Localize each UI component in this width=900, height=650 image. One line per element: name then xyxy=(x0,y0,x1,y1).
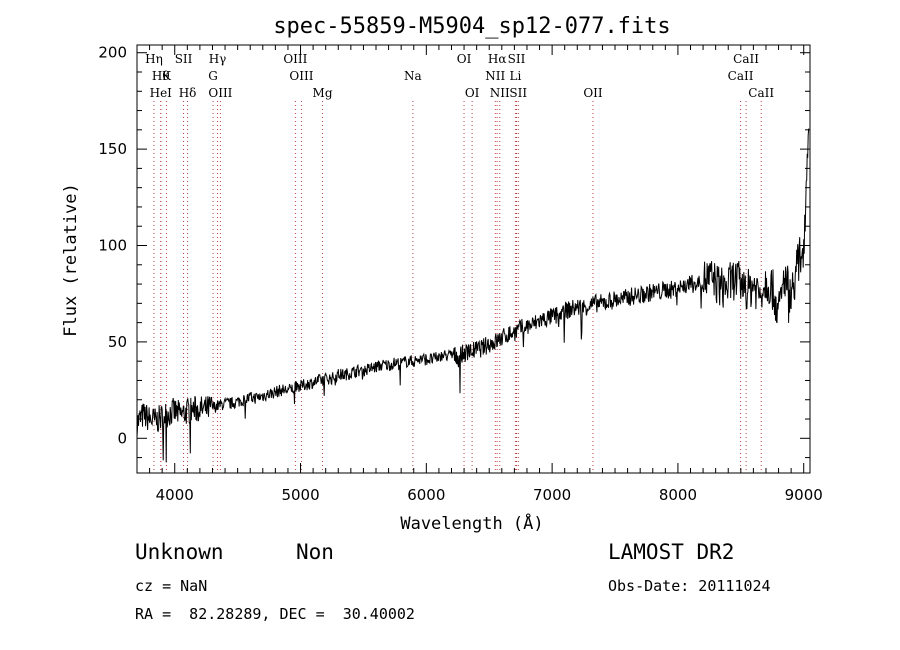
line-label-4: SII xyxy=(175,52,193,66)
x-tick-label: 6000 xyxy=(407,486,445,504)
x-axis-label: Wavelength (Å) xyxy=(400,512,543,534)
line-label-23: CaII xyxy=(728,69,754,83)
y-tick-label: 50 xyxy=(108,333,127,351)
line-label-8: OIII xyxy=(208,86,232,100)
line-label-3: HeI xyxy=(150,86,173,100)
x-tick-label: 8000 xyxy=(659,486,697,504)
plot-frame xyxy=(136,44,811,474)
line-label-6: Hγ xyxy=(209,52,227,66)
line-label-10: OIII xyxy=(289,69,313,83)
axis-ticks: 4000 5000 6000 7000 8000 9000 0 50 100 150 200 xyxy=(98,44,822,504)
line-label-5: Hδ xyxy=(179,86,197,100)
line-label-9: OIII xyxy=(283,52,307,66)
line-label-0: Hη xyxy=(145,52,163,66)
line-label-12: Na xyxy=(404,69,422,83)
line-label-15: Hα xyxy=(488,52,507,66)
line-label-17: NII xyxy=(490,86,510,100)
line-label-21: OII xyxy=(583,86,603,100)
coordinates-text: RA = 82.28289, DEC = 30.40002 xyxy=(135,605,415,623)
line-label-16: NII xyxy=(485,69,505,83)
survey-label: LAMOST DR2 xyxy=(608,540,735,564)
x-tick-label: 5000 xyxy=(281,486,319,504)
x-tick-label: 4000 xyxy=(156,486,194,504)
line-label-1: Hθ xyxy=(152,69,170,83)
x-tick-label: 7000 xyxy=(533,486,571,504)
y-axis-label: Flux (relative) xyxy=(61,183,81,337)
line-label-19: Li xyxy=(509,69,521,83)
line-label-13: OI xyxy=(457,52,472,66)
subclass-label: Non xyxy=(296,540,334,564)
x-tick-label: 9000 xyxy=(785,486,823,504)
line-label-18: SII xyxy=(508,52,526,66)
obs-date-text: Obs-Date: 20111024 xyxy=(608,577,771,595)
y-tick-label: 0 xyxy=(117,429,127,447)
spectrum-line xyxy=(136,128,810,463)
class-label: Unknown xyxy=(135,540,224,564)
y-tick-label: 200 xyxy=(98,44,127,62)
line-label-2: K xyxy=(162,69,172,83)
line-labels: HηHθKHeISIIHδHγGOIIIOIIIOIIIMgNaOIOIHαNI… xyxy=(145,52,774,100)
line-label-11: Mg xyxy=(313,86,333,100)
redshift-text: cz = NaN xyxy=(135,577,208,595)
line-label-20: SII xyxy=(509,86,527,100)
y-tick-label: 150 xyxy=(98,140,127,158)
line-label-14: OI xyxy=(465,86,480,100)
line-label-22: CaII xyxy=(733,52,759,66)
line-label-7: G xyxy=(208,69,218,83)
line-label-24: CaII xyxy=(748,86,774,100)
y-tick-label: 100 xyxy=(98,237,127,255)
chart-title: spec-55859-M5904_sp12-077.fits xyxy=(273,14,670,39)
